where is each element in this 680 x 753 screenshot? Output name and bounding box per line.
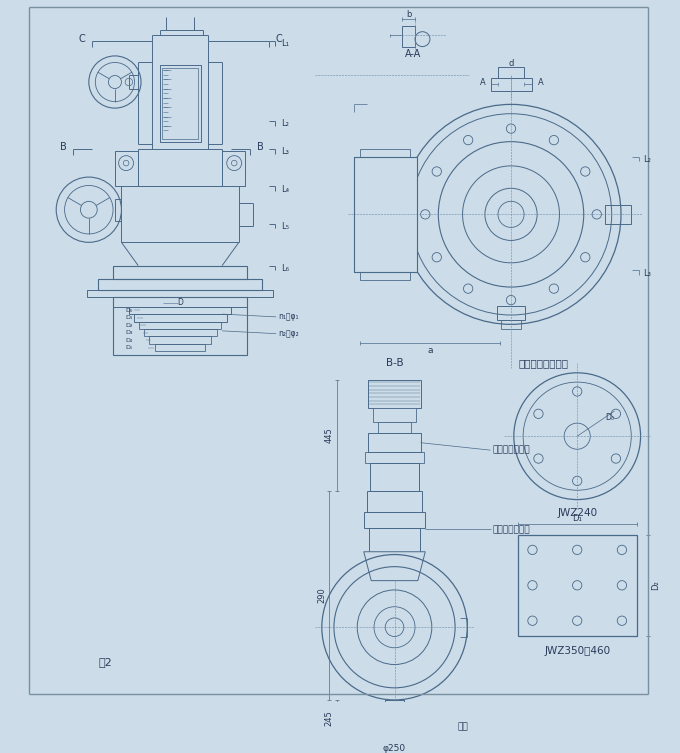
- Text: 罗旋针轮减速机: 罗旋针轮减速机: [492, 446, 530, 455]
- Text: D₀: D₀: [605, 413, 614, 422]
- Text: L₄: L₄: [281, 184, 289, 194]
- Text: L₆: L₆: [281, 264, 289, 273]
- Text: L₃: L₃: [281, 148, 289, 157]
- Polygon shape: [364, 552, 425, 581]
- Text: 445: 445: [325, 428, 334, 443]
- Text: 290: 290: [318, 587, 326, 603]
- Text: n₂－φ₂: n₂－φ₂: [278, 329, 299, 338]
- Bar: [402, 26, 415, 47]
- Bar: [367, 491, 422, 512]
- Text: D₁: D₁: [573, 514, 582, 523]
- Bar: [363, 721, 426, 729]
- Text: D₀: D₀: [125, 308, 133, 312]
- Bar: [354, 157, 417, 272]
- Text: L₂: L₂: [281, 120, 289, 129]
- Text: 地脚螺栓孔的位置: 地脚螺栓孔的位置: [519, 358, 568, 368]
- Text: b: b: [406, 11, 411, 20]
- Bar: [129, 306, 231, 314]
- Bar: [369, 434, 421, 452]
- Text: A: A: [480, 78, 486, 87]
- Bar: [500, 320, 522, 329]
- Text: D: D: [177, 298, 183, 307]
- Text: L₃: L₃: [643, 269, 651, 278]
- Text: d: d: [509, 59, 513, 68]
- Text: n₁－φ₁: n₁－φ₁: [278, 312, 299, 322]
- Bar: [222, 151, 245, 187]
- Bar: [360, 149, 410, 157]
- Text: D₂: D₂: [651, 581, 660, 590]
- Bar: [497, 306, 525, 320]
- Bar: [385, 700, 404, 714]
- Bar: [605, 205, 631, 224]
- Text: C: C: [275, 34, 282, 44]
- Bar: [155, 344, 205, 352]
- Bar: [371, 463, 419, 491]
- Text: C: C: [78, 34, 85, 44]
- Bar: [98, 279, 262, 290]
- Bar: [364, 512, 425, 529]
- Bar: [356, 729, 434, 738]
- Bar: [113, 266, 248, 279]
- Bar: [163, 68, 198, 139]
- Bar: [369, 380, 421, 408]
- Text: L₅: L₅: [281, 222, 289, 231]
- Text: D₃: D₃: [125, 331, 133, 335]
- Bar: [498, 67, 524, 78]
- Bar: [371, 714, 418, 721]
- Text: D₂: D₂: [125, 323, 133, 328]
- Text: L₂: L₂: [643, 155, 651, 164]
- Text: 图2: 图2: [99, 657, 112, 666]
- Text: D₁: D₁: [125, 316, 133, 320]
- Text: φ250: φ250: [383, 744, 406, 753]
- Text: JWZ350－460: JWZ350－460: [544, 645, 610, 656]
- Bar: [517, 535, 637, 636]
- Bar: [133, 314, 226, 322]
- Text: a: a: [427, 346, 432, 355]
- Bar: [139, 322, 221, 329]
- Text: 245: 245: [325, 711, 334, 727]
- Bar: [143, 329, 216, 337]
- Text: B: B: [60, 142, 67, 152]
- Text: A-A: A-A: [405, 49, 422, 59]
- Bar: [113, 297, 248, 355]
- Bar: [160, 66, 201, 142]
- Text: L₁: L₁: [281, 39, 289, 48]
- Text: B-B: B-B: [386, 358, 403, 368]
- Bar: [378, 422, 411, 434]
- Bar: [150, 337, 211, 344]
- Bar: [369, 529, 420, 552]
- Text: 手轮: 手轮: [458, 722, 469, 731]
- Bar: [360, 272, 410, 279]
- Text: A: A: [538, 78, 544, 87]
- Text: JWZ240: JWZ240: [557, 508, 597, 517]
- Bar: [373, 408, 416, 422]
- Bar: [364, 452, 424, 463]
- Bar: [113, 297, 248, 306]
- Text: B: B: [256, 142, 263, 152]
- Text: D₄: D₄: [125, 337, 133, 343]
- Bar: [490, 78, 532, 91]
- Bar: [87, 290, 273, 297]
- Text: D₅: D₅: [125, 345, 133, 350]
- Bar: [115, 151, 138, 187]
- Text: 提升蘅轮减速机: 提升蘅轮减速机: [492, 525, 530, 534]
